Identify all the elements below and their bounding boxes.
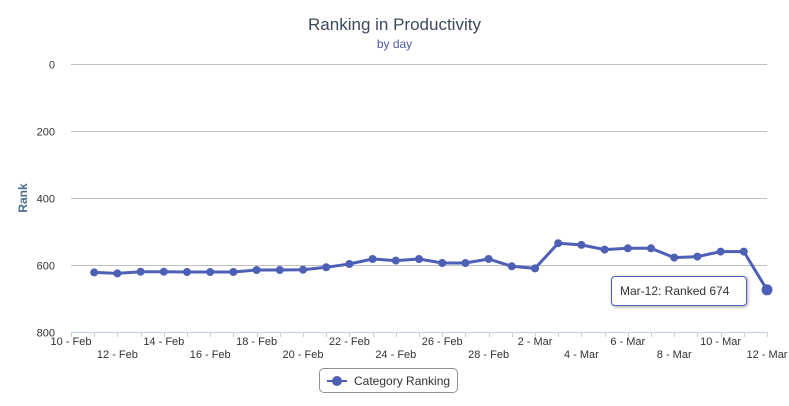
data-point [368, 255, 377, 263]
x-tick-label: 26 - Feb [422, 336, 463, 348]
x-tick-label: 12 - Feb [97, 349, 138, 361]
data-point [299, 265, 307, 274]
x-tick-label: 28 - Feb [468, 349, 509, 361]
data-point [322, 263, 331, 272]
data-point [577, 240, 586, 249]
data-point [90, 268, 99, 277]
tooltip: Mar-12: Ranked 674 [611, 276, 747, 306]
y-tick-label: 400 [37, 194, 55, 206]
x-tick-label: 16 - Feb [190, 349, 231, 361]
chart-subtitle: by day [376, 37, 413, 51]
data-point [600, 245, 609, 254]
data-point-hovered [761, 284, 773, 296]
y-tick-label: 0 [49, 60, 55, 72]
y-tick-label: 800 [37, 328, 55, 340]
chart-title: Ranking in Productivity [308, 15, 481, 34]
x-tick-label: 12 - Mar [747, 349, 788, 361]
data-point [739, 247, 748, 256]
x-tick-label: 14 - Feb [143, 336, 184, 348]
data-point [252, 266, 261, 274]
legend-item-category-ranking[interactable]: Category Ranking [319, 368, 458, 393]
data-point [438, 259, 447, 267]
data-point [670, 253, 679, 262]
y-tick-label: 600 [37, 261, 55, 273]
data-point [345, 260, 354, 268]
data-point [136, 267, 145, 276]
data-point [461, 259, 470, 267]
x-tick-label: 24 - Feb [375, 349, 416, 361]
x-tick-label: 10 - Mar [700, 336, 741, 348]
data-point [159, 267, 168, 276]
x-tick-label: 18 - Feb [236, 336, 277, 348]
data-point [113, 269, 122, 278]
y-axis-title: Rank [16, 183, 30, 213]
x-tick-label: 2 - Mar [518, 336, 553, 348]
data-point [507, 262, 516, 271]
x-tick-label: 10 - Feb [51, 336, 92, 348]
data-point [206, 268, 215, 276]
y-tick-label: 200 [37, 127, 55, 139]
data-point [554, 239, 563, 248]
data-point [647, 244, 655, 253]
x-tick-label: 4 - Mar [564, 349, 599, 361]
data-point [415, 255, 423, 263]
legend-series-symbol [327, 375, 347, 386]
x-tick-label: 20 - Feb [283, 349, 324, 361]
x-tick-label: 22 - Feb [329, 336, 370, 348]
data-point [275, 266, 284, 274]
data-point [484, 255, 493, 263]
x-tick-label: 8 - Mar [657, 349, 692, 361]
legend-label: Category Ranking [354, 373, 451, 388]
data-point [623, 244, 632, 253]
data-point [716, 247, 725, 256]
data-point [531, 264, 539, 273]
data-point [391, 256, 400, 265]
legend-marker [332, 375, 342, 386]
data-point [229, 268, 238, 276]
data-point [693, 252, 702, 261]
data-point [183, 268, 191, 276]
x-tick-label: 6 - Mar [610, 336, 645, 348]
